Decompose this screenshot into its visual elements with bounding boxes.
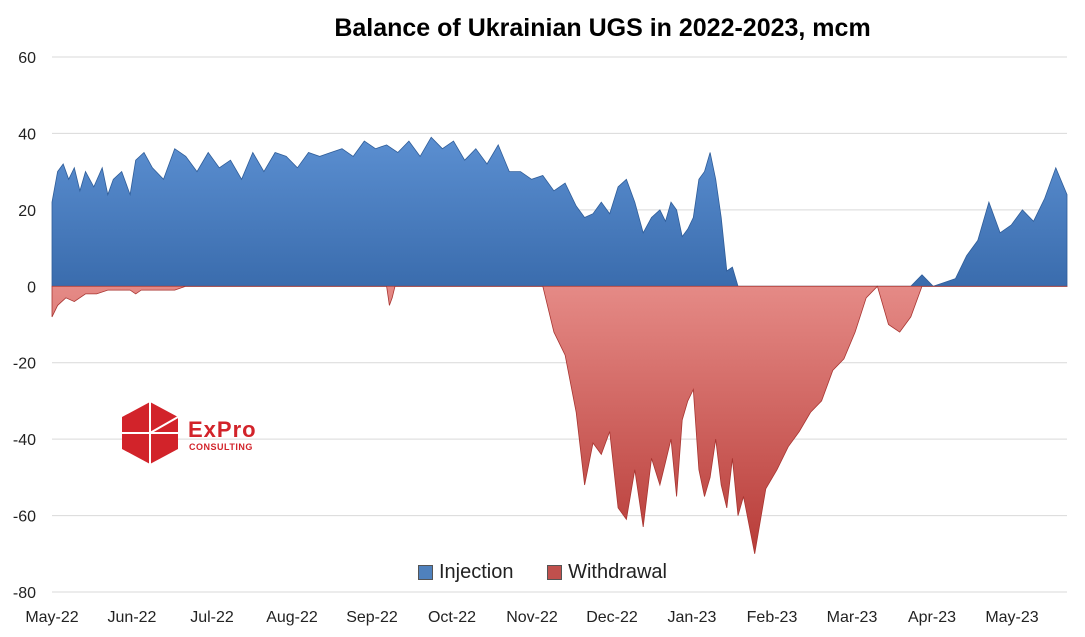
withdrawal-series-area xyxy=(51,285,1068,554)
expro-cube-icon xyxy=(122,402,179,464)
y-tick-label: 0 xyxy=(27,279,36,296)
x-tick-label: Jan-23 xyxy=(668,609,717,626)
x-tick-label: Aug-22 xyxy=(266,609,318,626)
injection-series-area xyxy=(51,136,1068,287)
x-tick-label: Dec-22 xyxy=(586,609,638,626)
y-tick-label: -20 xyxy=(13,356,36,373)
x-tick-label: May-22 xyxy=(25,609,78,626)
y-tick-label: 20 xyxy=(18,203,36,220)
y-tick-label: -60 xyxy=(13,509,36,526)
legend-label-injection: Injection xyxy=(439,561,514,583)
x-tick-label: Jul-22 xyxy=(190,609,234,626)
legend-item-withdrawal[interactable]: Withdrawal xyxy=(547,561,667,584)
legend: Injection Withdrawal xyxy=(0,561,1085,586)
x-tick-label: Sep-22 xyxy=(346,609,398,626)
logo-subtitle: CONSULTING xyxy=(189,442,253,452)
logo-wordmark: ExPro xyxy=(188,417,257,442)
y-tick-label: -80 xyxy=(13,585,36,602)
injection-swatch-icon xyxy=(418,565,433,580)
x-tick-label: May-23 xyxy=(985,609,1038,626)
expro-logo: ExPro CONSULTING xyxy=(118,400,318,466)
y-tick-label: -40 xyxy=(13,432,36,449)
x-tick-label: Apr-23 xyxy=(908,609,956,626)
x-tick-label: Jun-22 xyxy=(108,609,157,626)
x-tick-label: Feb-23 xyxy=(747,609,798,626)
x-tick-label: Oct-22 xyxy=(428,609,476,626)
legend-label-withdrawal: Withdrawal xyxy=(568,561,667,583)
x-tick-label: Mar-23 xyxy=(827,609,878,626)
chart-title: Balance of Ukrainian UGS in 2022-2023, m… xyxy=(334,14,871,42)
withdrawal-swatch-icon xyxy=(547,565,563,580)
legend-item-injection[interactable]: Injection xyxy=(418,561,514,584)
x-tick-label: Nov-22 xyxy=(506,609,558,626)
y-tick-label: 60 xyxy=(18,50,36,67)
y-tick-label: 40 xyxy=(18,126,36,143)
